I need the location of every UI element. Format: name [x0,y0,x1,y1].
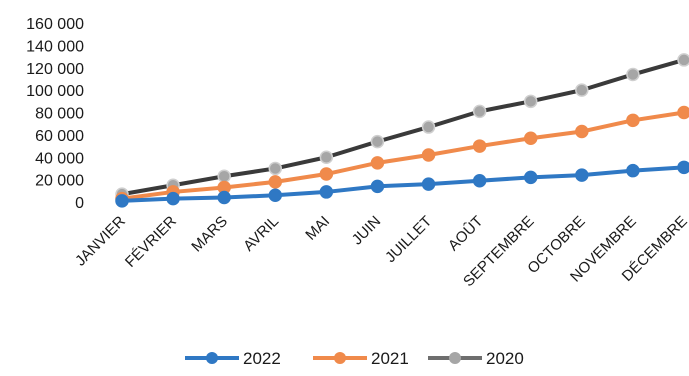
series-2022 [115,160,689,208]
data-point [626,113,640,128]
legend-marker [449,352,461,364]
data-point [268,188,283,203]
data-point [319,167,334,181]
data-point [472,139,487,153]
data-point [575,83,589,97]
data-point [217,190,231,205]
x-tick-label: AVRIL [240,213,282,255]
data-point [319,185,334,199]
data-point [626,163,640,178]
y-tick-label: 0 [75,195,84,212]
data-point [319,150,334,164]
x-tick-label: JUIN [349,213,385,249]
data-point [421,177,436,191]
data-point [626,67,640,82]
data-point [166,191,180,206]
data-point [677,160,689,175]
y-tick-label: 160 000 [26,16,84,33]
y-tick-label: 120 000 [26,61,84,78]
legend: 2022 2021 2020 [185,349,524,368]
data-point [370,179,385,194]
y-tick-label: 40 000 [35,150,84,167]
legend-marker [334,352,346,364]
x-tick-label: MAI [302,213,333,244]
legend-label: 2021 [371,349,409,368]
legend-label: 2020 [486,349,524,368]
legend-marker [206,352,218,364]
data-point [421,120,436,134]
series-layer [115,53,689,208]
data-point [523,131,538,145]
x-tick-label: JANVIER [72,213,129,270]
data-point [575,168,589,182]
y-tick-label: 20 000 [35,173,84,190]
y-tick-label: 60 000 [35,128,84,145]
data-point [677,105,689,120]
y-tick-label: 100 000 [26,83,84,100]
series-2021 [115,105,689,206]
x-tick-label: MARS [188,213,231,256]
data-point [472,173,487,188]
data-point [115,194,129,208]
data-point [217,169,231,184]
x-tick-label: FÉVRIER [122,213,180,271]
series-line [120,110,686,201]
y-tick-label: 140 000 [26,38,84,55]
x-tick-label: JUILLET [382,213,435,266]
data-point [370,134,385,149]
legend-item-2022: 2022 [185,349,281,368]
y-tick-label: 80 000 [35,106,84,123]
data-point [268,161,283,176]
series-line [120,57,686,197]
data-point [575,124,589,139]
y-axis: 0 20 000 40 000 60 000 80 000 100 000 120 000 1… [26,16,84,212]
series-2020 [115,53,689,201]
data-point [268,175,283,189]
legend-item-2020: 2020 [428,349,524,368]
data-point [523,170,538,185]
series-line [120,165,686,203]
data-point [370,156,385,170]
x-tick-label: AOÛT [445,213,486,254]
data-point [677,53,689,67]
legend-label: 2022 [243,349,281,368]
data-point [421,148,436,162]
data-point [523,94,538,109]
legend-item-2021: 2021 [313,349,409,368]
data-point [472,104,487,119]
